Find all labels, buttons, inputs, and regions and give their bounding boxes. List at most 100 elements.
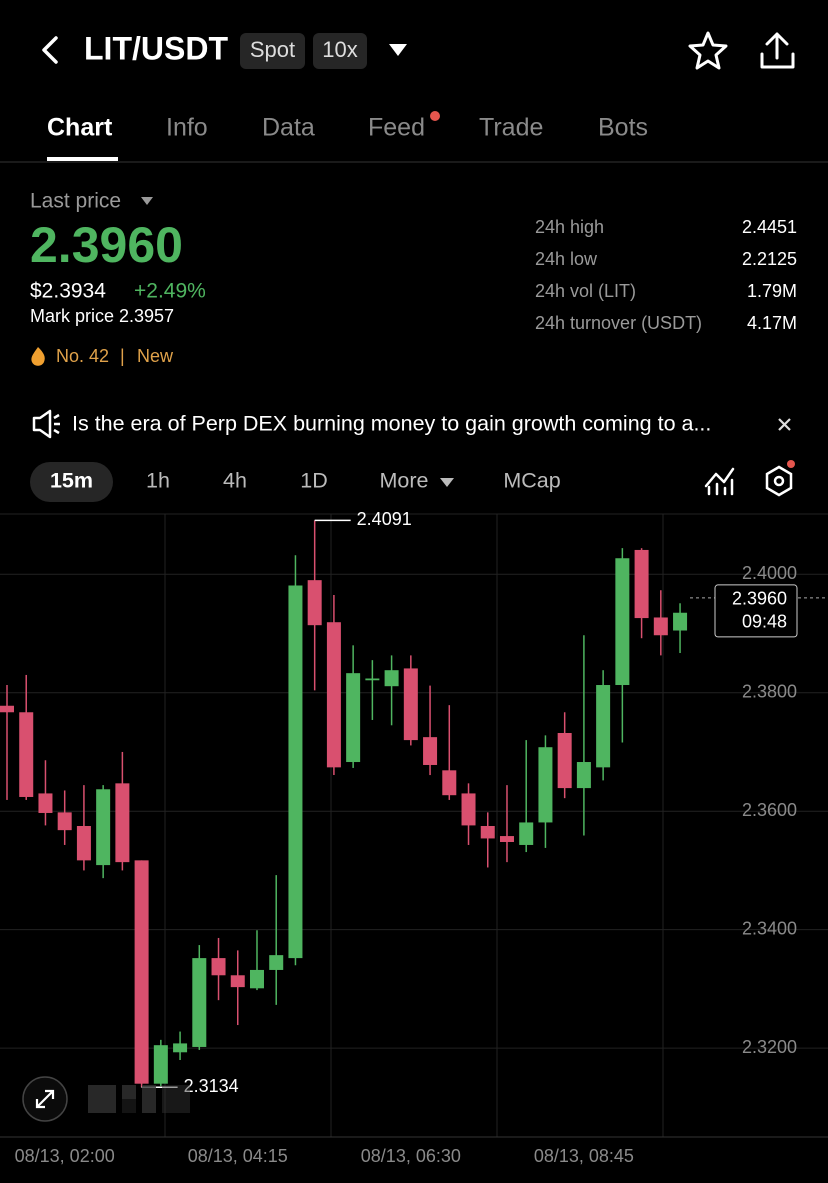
fullscreen-icon [35,1089,55,1109]
candle-body [115,783,130,863]
candle-body [557,732,572,789]
watermark [88,1085,190,1113]
close-news[interactable] [778,418,791,431]
tab[interactable]: Feed [368,114,425,142]
indicators-button[interactable] [704,467,735,496]
share-button[interactable] [760,32,795,69]
candle-body [653,617,668,636]
rank: No. 42 [56,346,109,366]
news-headline[interactable]: Is the era of Perp DEX burning money to … [72,412,711,436]
last-price-tag-value: 2.3960 [732,589,787,609]
badge-bg [240,33,305,69]
candle-body [442,770,457,796]
usd-price: $2.3934 [30,280,106,303]
candle-body [153,1045,168,1084]
last-price-tag-time: 09:48 [742,612,787,632]
active-tab-indicator [47,157,118,161]
interval[interactable]: 15m [50,469,93,493]
candle-body [288,585,303,959]
x-tick-label: 08/13, 02:00 [15,1146,115,1166]
interval[interactable]: MCap [503,469,560,493]
candle-body [173,1043,188,1053]
price-label-dropdown[interactable] [141,197,153,205]
interval[interactable]: 1h [146,469,170,493]
y-tick-label: 2.3800 [742,681,797,701]
y-tick-label: 2.3200 [742,1037,797,1057]
vertical-grid [164,514,664,1137]
high-marker-label: 2.4091 [357,509,412,529]
tab[interactable]: Bots [598,114,648,142]
interval-bar: 15m 1h 4h 1D More MCap [50,469,561,493]
y-tick-label: 2.3400 [742,918,797,938]
stat-label: 24h vol (LIT) [535,281,636,301]
notification-dot [787,460,795,468]
badge: Spot [250,37,295,62]
new-tag: New [137,346,174,366]
notification-dot [430,111,440,121]
candle-body [519,822,534,845]
tab-bar: Chart Info Data Feed Trade Bots [47,114,648,142]
x-tick-label: 08/13, 08:45 [534,1146,634,1166]
stat-value: 4.17M [747,313,797,333]
y-tick-label: 2.4000 [742,563,797,583]
stat-value: 1.79M [747,281,797,301]
candle-body [403,668,418,741]
stat-label: 24h low [535,249,598,269]
x-tick-label: 08/13, 04:15 [188,1146,288,1166]
stat-value: 2.4451 [742,217,797,237]
more-dropdown[interactable] [440,478,454,487]
candle-body [384,670,399,687]
back-button[interactable] [42,36,58,64]
candle-body [326,622,341,768]
tab[interactable]: Info [166,114,208,142]
candle-body [38,793,53,813]
x-tick-label: 08/13, 06:30 [361,1146,461,1166]
tab[interactable]: Trade [479,114,543,142]
symbol: LIT/USDT [84,30,228,66]
price-label[interactable]: Last price [30,190,121,213]
candle-body [673,612,688,631]
y-tick-label: 2.3600 [742,800,797,820]
candle-body [365,678,380,681]
hot-icon [31,347,45,366]
tab[interactable]: Chart [47,114,113,142]
candle-body [134,860,149,1084]
candle-body [423,737,438,765]
candle-body [576,762,591,789]
settings-button[interactable] [765,465,793,497]
favorite-button[interactable] [688,31,728,70]
candle-body [346,673,361,763]
plot-area: 2.3200 2.3400 2.3600 2.3800 2.4000 08/13, 02:… [0,509,828,1166]
separator: | [120,346,125,366]
symbol-dropdown[interactable] [389,44,407,56]
badge: 10x [322,37,357,62]
interval[interactable]: More [380,469,429,493]
stats: 24h high 2.4451 24h low 2.2125 24h vol (LIT)… [535,217,797,333]
news-icon [32,409,60,439]
candle-body [269,955,284,970]
settings-icon-center [773,475,785,487]
candle-body [615,558,630,686]
active-interval-bg [30,462,113,502]
candle-body [461,793,476,826]
candle-body [480,826,495,839]
price-change: +2.49% [134,280,206,303]
candle-body [249,969,264,989]
candle-body [538,747,553,823]
tab[interactable]: Data [262,114,315,142]
badge-bg [313,33,367,69]
candle-body [0,705,14,713]
candle-body [230,975,245,988]
candle-body [211,958,226,976]
candle-body [634,549,649,619]
interval[interactable]: 4h [223,469,247,493]
candle-body [596,685,611,768]
stat-label: 24h high [535,217,604,237]
candle-body [307,580,322,626]
interval[interactable]: 1D [300,469,327,493]
candle-body [19,712,34,797]
candle-body [76,826,91,861]
last-price: 2.3960 [30,217,183,273]
